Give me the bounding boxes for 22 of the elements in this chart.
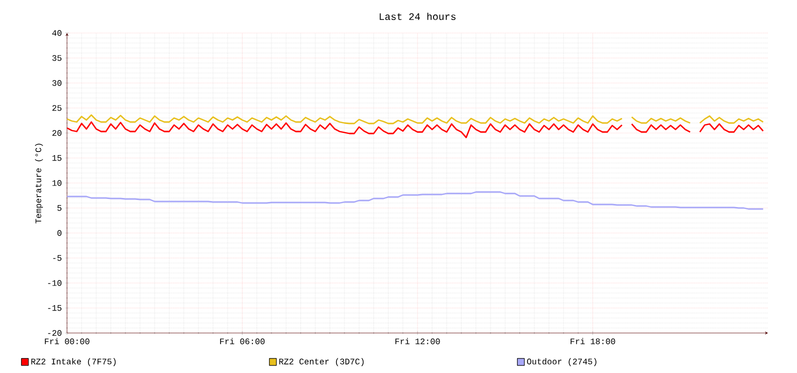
legend-label: RZ2 Intake (7F75) bbox=[31, 358, 116, 366]
y-tick-label: 35 bbox=[52, 55, 62, 61]
y-tick-label: 15 bbox=[52, 155, 62, 161]
y-tick-label: 20 bbox=[52, 130, 62, 136]
legend-label: Outdoor (2745) bbox=[527, 358, 596, 366]
y-tick-label: -20 bbox=[48, 330, 62, 336]
x-tick-label: Fri 06:00 bbox=[220, 338, 265, 344]
y-tick-label: 40 bbox=[52, 30, 62, 36]
x-tick-label: Fri 00:00 bbox=[44, 338, 90, 344]
y-tick-label: 0 bbox=[57, 230, 62, 236]
y-tick-label: 30 bbox=[52, 80, 62, 86]
y-tick-label: 10 bbox=[52, 180, 62, 186]
y-tick-label: -5 bbox=[53, 255, 62, 261]
y-axis-title: Temperature (°C) bbox=[35, 144, 43, 224]
chart-title: Last 24 hours bbox=[380, 12, 456, 20]
y-tick-label: 5 bbox=[57, 205, 62, 211]
x-tick-label: Fri 12:00 bbox=[395, 338, 440, 344]
y-tick-label: 25 bbox=[52, 105, 62, 111]
legend-label: RZ2 Center (3D7C) bbox=[279, 358, 364, 366]
y-tick-label: -10 bbox=[48, 280, 62, 286]
y-tick-label: -15 bbox=[48, 305, 62, 311]
x-tick-label: Fri 18:00 bbox=[570, 338, 616, 344]
